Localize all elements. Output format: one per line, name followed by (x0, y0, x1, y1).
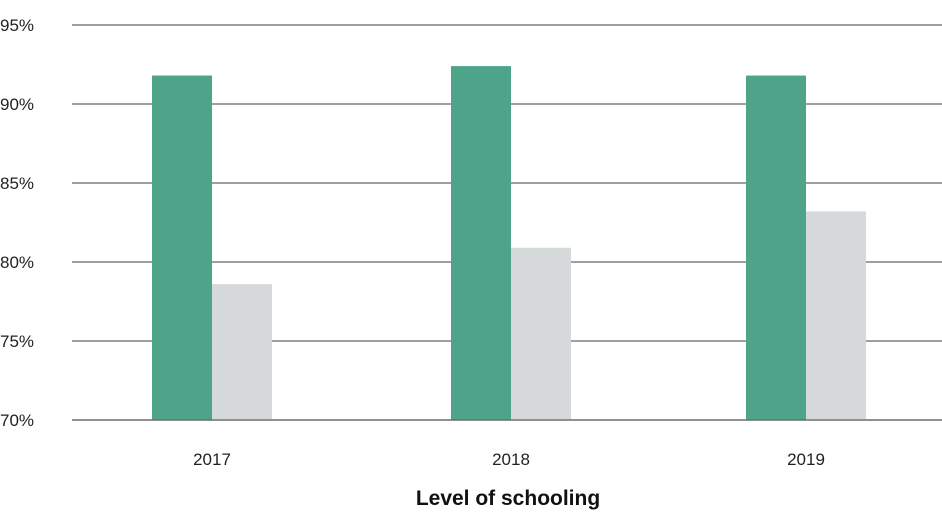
y-tick-label: 75% (0, 332, 34, 351)
x-tick-label: 2018 (492, 450, 530, 469)
bars (72, 66, 942, 421)
y-tick-label: 85% (0, 174, 34, 193)
x-tick-label: 2019 (787, 450, 825, 469)
bar-2018-series-1 (451, 66, 511, 420)
bar-2019-series-2 (806, 211, 866, 420)
x-axis-title: Level of schooling (416, 487, 600, 510)
y-tick-label: 95% (0, 16, 34, 35)
bar-2017-series-1 (152, 75, 212, 420)
bar-2019-series-1 (746, 75, 806, 420)
y-tick-label: 70% (0, 411, 34, 430)
y-tick-label: 90% (0, 95, 34, 114)
x-axis-tick-labels: 2017 2018 2019 (193, 450, 825, 469)
x-tick-label: 2017 (193, 450, 231, 469)
y-tick-label: 80% (0, 253, 34, 272)
y-axis-tick-labels: 70% 75% 80% 85% 90% 95% (0, 16, 34, 430)
bar-2018-series-2 (511, 247, 571, 420)
bar-2017-series-2 (212, 284, 272, 420)
